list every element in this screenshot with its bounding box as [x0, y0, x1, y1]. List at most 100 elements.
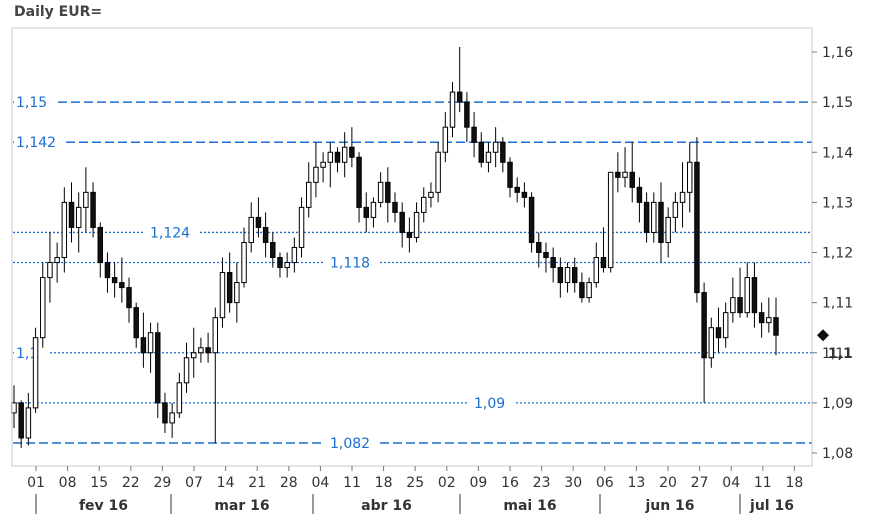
candle-body-68 — [500, 141, 506, 163]
candle-body-63 — [464, 101, 470, 128]
candle-body-64 — [471, 126, 477, 143]
candle-body-44 — [327, 151, 334, 163]
x-tick-label-23: 11 — [754, 475, 772, 491]
month-label-0: fev 16 — [79, 498, 128, 514]
y-tick-label-5: 1,13 — [822, 195, 853, 211]
candle-body-40 — [298, 206, 305, 248]
level-label-2: 1,124 — [150, 225, 190, 241]
y-tick-label-6: 1,14 — [822, 145, 853, 161]
candle-body-33 — [248, 216, 254, 243]
candle-body-9 — [75, 206, 82, 228]
candle-body-95 — [694, 161, 700, 294]
x-tick-label-14: 09 — [469, 475, 487, 491]
x-tick-label-1: 08 — [59, 475, 77, 491]
candle-body-56 — [413, 211, 420, 238]
candle-body-101 — [737, 297, 743, 314]
candle-body-76 — [557, 267, 564, 284]
candle-body-79 — [579, 282, 585, 299]
candle-body-23 — [176, 382, 183, 414]
candle-body-51 — [377, 181, 384, 203]
candle-body-85 — [622, 171, 628, 178]
level-label-0: 1,15 — [16, 95, 47, 111]
candle-body-78 — [571, 267, 578, 284]
level-label-5: 1,09 — [474, 396, 505, 412]
candle-body-31 — [234, 282, 240, 304]
candle-body-89 — [651, 201, 657, 233]
candle-body-19 — [147, 332, 154, 354]
candle-body-99 — [722, 312, 729, 339]
axes-layer: 1,08 1,09 1,1 1,11 1,12 1,13 1,14 1,15 1,16 1,1 01… — [11, 27, 853, 514]
candle-body-4 — [40, 277, 46, 339]
candle-body-39 — [291, 246, 298, 264]
month-label-1: mar 16 — [214, 498, 269, 514]
y-tick-label-0: 1,08 — [822, 446, 853, 462]
candle-body-10 — [83, 191, 89, 208]
x-tick-label-21: 27 — [691, 475, 709, 491]
candle-body-47 — [349, 146, 355, 158]
candle-body-67 — [492, 141, 499, 153]
level-label-1: 1,142 — [16, 135, 56, 151]
candle-body-60 — [442, 126, 449, 153]
candles-layer — [11, 46, 779, 448]
x-tick-label-0: 01 — [27, 475, 45, 491]
level-label-3: 1,118 — [330, 256, 370, 272]
candle-body-106 — [773, 317, 779, 336]
candle-body-12 — [97, 226, 103, 264]
candle-body-59 — [435, 151, 441, 193]
x-tick-label-15: 16 — [501, 475, 519, 491]
month-label-5: jul 16 — [749, 498, 794, 514]
x-tick-label-5: 07 — [185, 475, 203, 491]
candle-body-80 — [586, 282, 592, 299]
month-label-2: abr 16 — [361, 498, 412, 514]
x-tick-label-20: 20 — [659, 475, 677, 491]
x-tick-label-18: 06 — [596, 475, 614, 491]
candle-body-48 — [356, 156, 362, 208]
candle-body-57 — [421, 196, 427, 213]
candle-body-61 — [449, 91, 456, 128]
candle-body-35 — [262, 226, 269, 243]
candle-body-100 — [730, 297, 736, 314]
candle-body-24 — [183, 357, 190, 384]
y-tick-label-1: 1,09 — [822, 396, 853, 412]
candle-body-11 — [90, 191, 96, 228]
candle-body-29 — [219, 272, 226, 319]
x-tick-label-22: 04 — [722, 475, 740, 491]
level-label-4: 1,1 — [16, 346, 38, 362]
candle-body-28 — [212, 317, 219, 354]
chart-title: Daily EUR= — [14, 4, 103, 20]
candle-body-30 — [226, 272, 233, 304]
candle-body-84 — [615, 171, 621, 178]
candle-body-36 — [270, 241, 276, 259]
candle-body-34 — [255, 216, 262, 228]
x-tick-label-3: 22 — [122, 475, 140, 491]
candle-body-27 — [205, 347, 211, 354]
candle-body-3 — [32, 337, 39, 409]
y-tick-label-3: 1,11 — [822, 296, 853, 312]
y-tick-label-4: 1,12 — [822, 246, 853, 262]
candle-body-8 — [68, 201, 75, 228]
candle-body-2 — [25, 407, 32, 439]
x-tick-label-9: 04 — [311, 475, 329, 491]
x-tick-label-17: 30 — [564, 475, 582, 491]
candle-body-90 — [658, 201, 664, 243]
candle-body-62 — [456, 91, 463, 103]
candle-body-13 — [104, 262, 111, 279]
candle-body-7 — [61, 201, 68, 259]
candle-body-26 — [198, 347, 204, 354]
candle-body-18 — [140, 337, 147, 354]
x-tick-label-2: 15 — [90, 475, 108, 491]
candle-body-37 — [277, 257, 283, 269]
candle-body-97 — [708, 327, 715, 359]
candle-body-42 — [313, 166, 319, 183]
candle-body-103 — [751, 277, 758, 314]
candle-body-88 — [643, 201, 650, 233]
candle-body-38 — [284, 262, 290, 269]
x-tick-label-10: 11 — [343, 475, 361, 491]
level-label-6: 1,082 — [330, 436, 370, 452]
candle-body-65 — [478, 141, 484, 163]
candle-body-32 — [241, 241, 247, 284]
month-label-3: mai 16 — [503, 498, 556, 514]
candle-body-86 — [629, 171, 635, 188]
candle-body-16 — [126, 287, 132, 309]
